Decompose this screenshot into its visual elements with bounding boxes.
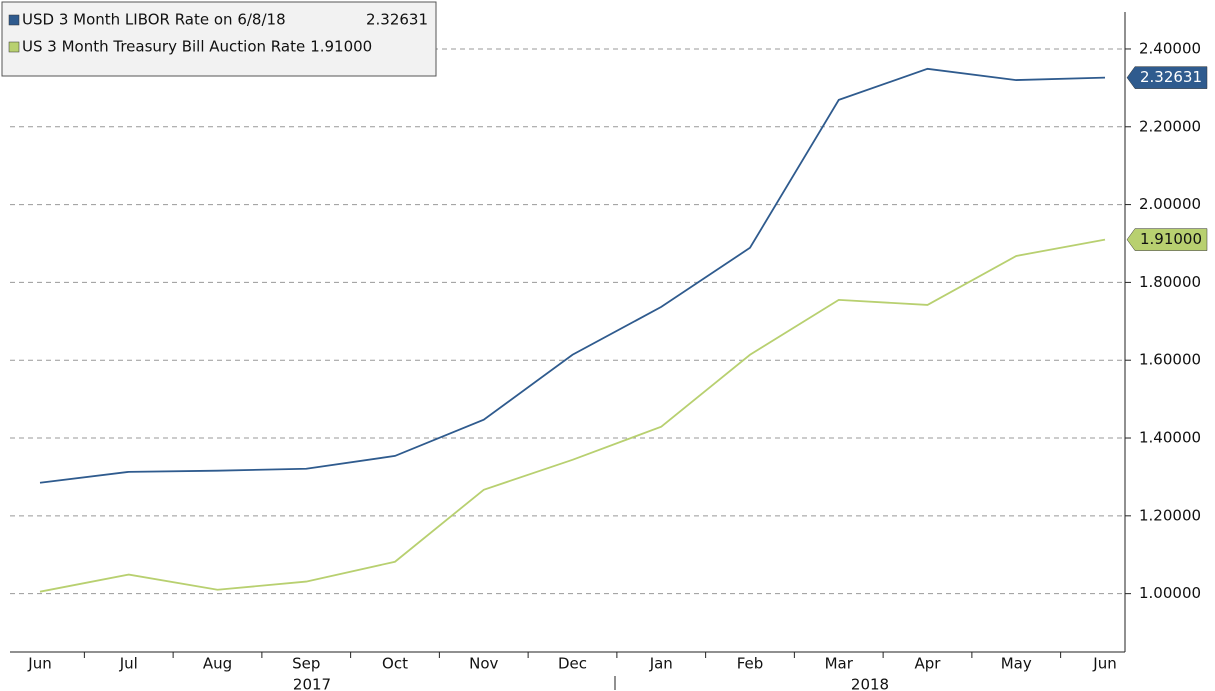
series-line — [39, 238, 1106, 593]
x-tick-label: Aug — [203, 655, 232, 673]
x-tick-label: Jan — [649, 655, 673, 673]
last-value-tag — [1126, 228, 1208, 251]
legend-value: 1.91000 — [310, 38, 372, 56]
y-tick-label: 2.40000 — [1139, 39, 1201, 57]
y-tick-label: 1.60000 — [1139, 351, 1201, 369]
y-tick-label: 1.80000 — [1139, 273, 1201, 291]
legend-label: USD 3 Month LIBOR Rate on 6/8/18 — [22, 11, 286, 29]
legend-value: 2.32631 — [366, 11, 428, 29]
legend-swatch — [8, 14, 20, 26]
x-tick-label: Apr — [915, 655, 942, 673]
legend-swatch — [8, 41, 20, 53]
year-label: 2017 — [293, 676, 331, 691]
last-value-tag — [1126, 66, 1208, 89]
x-tick-label: May — [1001, 655, 1032, 673]
legend-box — [1, 1, 437, 77]
x-tick-label: Mar — [825, 655, 854, 673]
x-tick-label: Oct — [382, 655, 408, 673]
last-value-label: 2.32631 — [1140, 68, 1202, 86]
x-tick-label: Sep — [292, 655, 320, 673]
legend-label: US 3 Month Treasury Bill Auction Rate — [22, 38, 305, 56]
series-line — [39, 67, 1106, 484]
year-label: 2018 — [851, 676, 889, 691]
y-tick-label: 1.00000 — [1139, 584, 1201, 602]
x-tick-label: Jun — [27, 655, 51, 673]
y-tick-label: 2.00000 — [1139, 195, 1201, 213]
y-tick-label: 1.40000 — [1139, 429, 1201, 447]
x-tick-label: Feb — [737, 655, 764, 673]
x-tick-label: Jun — [1092, 655, 1116, 673]
x-tick-label: Dec — [558, 655, 587, 673]
x-tick-label: Nov — [469, 655, 498, 673]
y-tick-label: 1.20000 — [1139, 506, 1201, 524]
x-tick-label: Jul — [119, 655, 138, 673]
last-value-label: 1.91000 — [1140, 230, 1202, 248]
y-tick-label: 2.20000 — [1139, 117, 1201, 135]
